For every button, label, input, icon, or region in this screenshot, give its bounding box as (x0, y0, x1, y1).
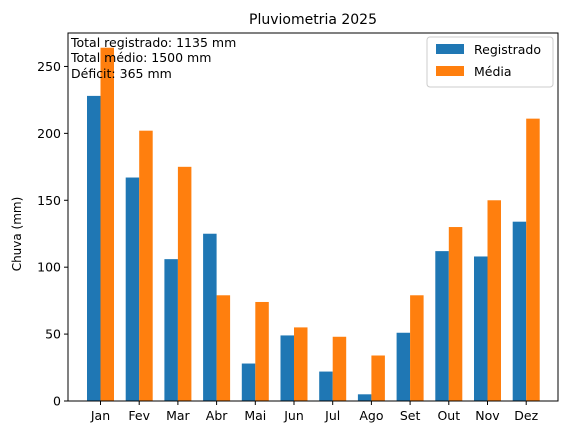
bar-media-set (410, 295, 424, 401)
bar-media-ago (371, 355, 385, 401)
y-tick-label: 150 (37, 193, 61, 208)
bar-registrado-mai (241, 363, 256, 401)
y-tick-label: 0 (53, 394, 61, 409)
bars-layer (87, 47, 540, 402)
y-tick-label: 200 (37, 126, 61, 141)
x-tick-label-mai: Mai (244, 408, 266, 423)
bar-registrado-abr (203, 233, 217, 401)
y-tick-label: 250 (37, 59, 61, 74)
annotation-total-registrado: Total registrado: 1135 mm (70, 35, 236, 50)
bar-media-jan (100, 47, 114, 401)
x-tick-label-fev: Fev (128, 408, 150, 423)
legend-swatch-media (436, 66, 464, 76)
bar-registrado-set (396, 332, 411, 401)
x-tick-label-set: Set (400, 408, 421, 423)
x-tick-label-jul: Jul (324, 408, 340, 423)
bar-registrado-jun (280, 335, 294, 401)
legend-swatch-registrado (436, 44, 464, 54)
x-tick-label-ago: Ago (359, 408, 383, 423)
legend-label-media: Média (474, 64, 512, 79)
chart-title: Pluviometria 2025 (249, 12, 377, 28)
bar-registrado-ago (357, 394, 372, 401)
bar-media-mar (177, 166, 192, 401)
bar-media-nov (487, 200, 501, 401)
x-tick-label-nov: Nov (475, 408, 500, 423)
bar-registrado-dez (512, 221, 527, 401)
annotation-deficit: Déficit: 365 mm (71, 66, 172, 81)
bar-registrado-jan (87, 95, 101, 402)
bar-media-mai (255, 301, 269, 401)
x-tick-label-mar: Mar (166, 408, 190, 423)
x-tick-label-jun: Jun (283, 408, 304, 423)
x-tick-label-abr: Abr (206, 408, 228, 423)
bar-media-dez (526, 118, 540, 401)
bar-registrado-out (435, 251, 449, 401)
x-tick-label-dez: Dez (514, 408, 538, 423)
x-tick-label-jan: Jan (90, 408, 110, 423)
bar-registrado-mar (164, 259, 178, 401)
bar-registrado-fev (125, 177, 140, 401)
bar-media-fev (139, 130, 153, 402)
legend: Registrado Média (426, 36, 554, 88)
x-tick-label-out: Out (437, 408, 460, 423)
bar-media-out (448, 227, 463, 401)
bar-registrado-nov (474, 256, 488, 401)
legend-label-registrado: Registrado (474, 42, 541, 57)
annotation-total-medio: Total médio: 1500 mm (70, 50, 211, 65)
y-axis-label: Chuva (mm) (10, 197, 24, 272)
y-tick-label: 50 (45, 327, 61, 342)
bar-media-abr (216, 295, 231, 401)
y-tick-label: 100 (37, 260, 61, 275)
y-axis: 0 50 100 150 200 250 (37, 59, 68, 409)
bar-media-jul (332, 336, 347, 401)
bar-media-jun (294, 327, 308, 401)
bar-registrado-jul (319, 371, 333, 401)
plot-frame (67, 32, 559, 402)
x-axis: Jan Fev Mar Abr Mai Jun Jul Ago Set Out Nov Dez (90, 401, 539, 423)
annotation-block: Total registrado: 1135 mm Total médio: 1… (70, 35, 236, 81)
